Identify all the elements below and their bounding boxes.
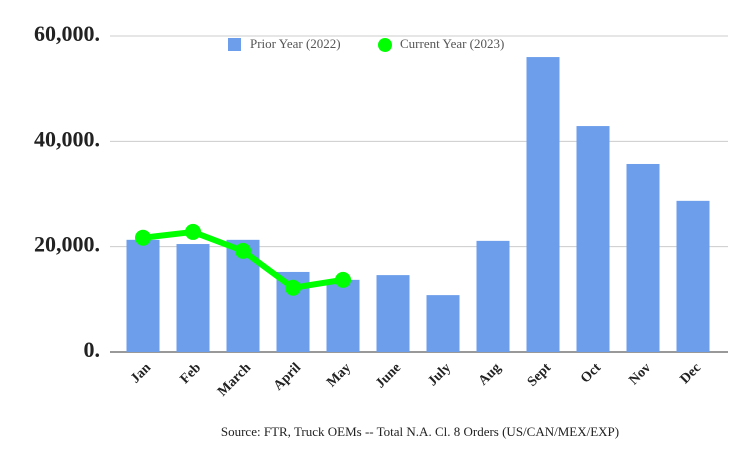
line-marker xyxy=(285,279,301,296)
legend-label: Current Year (2023) xyxy=(400,36,504,51)
y-tick-label: 40,000. xyxy=(34,126,100,151)
y-tick-label: 0. xyxy=(84,337,101,362)
source-note: Source: FTR, Truck OEMs -- Total N.A. Cl… xyxy=(221,424,619,439)
bar xyxy=(476,240,510,352)
bar xyxy=(326,279,360,352)
x-tick-label: Sept xyxy=(525,360,555,390)
line-marker xyxy=(185,223,201,240)
bar xyxy=(426,295,460,352)
bar xyxy=(176,244,210,352)
bar xyxy=(676,200,710,352)
bar xyxy=(126,239,160,352)
legend-swatch xyxy=(378,38,392,52)
bar xyxy=(526,57,560,353)
bar xyxy=(376,275,410,352)
x-tick-label: May xyxy=(324,360,354,390)
bar xyxy=(626,163,660,352)
legend-label: Prior Year (2022) xyxy=(250,36,341,51)
line-marker xyxy=(135,229,151,246)
y-tick-label: 60,000. xyxy=(34,21,100,46)
x-tick-label: Jan xyxy=(128,360,154,386)
x-tick-label: Aug xyxy=(476,360,504,388)
x-tick-label: Oct xyxy=(578,360,604,386)
bar xyxy=(576,126,610,352)
legend-swatch xyxy=(228,38,241,51)
x-tick-label: Feb xyxy=(178,360,205,387)
x-tick-label: March xyxy=(215,360,254,399)
x-tick-label: Nov xyxy=(626,360,654,388)
line-marker xyxy=(335,271,351,288)
x-tick-label: June xyxy=(373,360,404,391)
x-tick-label: July xyxy=(425,360,454,389)
x-tick-label: Dec xyxy=(678,360,705,387)
x-tick-label: April xyxy=(271,360,304,393)
y-tick-label: 20,000. xyxy=(34,232,100,257)
line-marker xyxy=(235,242,251,259)
